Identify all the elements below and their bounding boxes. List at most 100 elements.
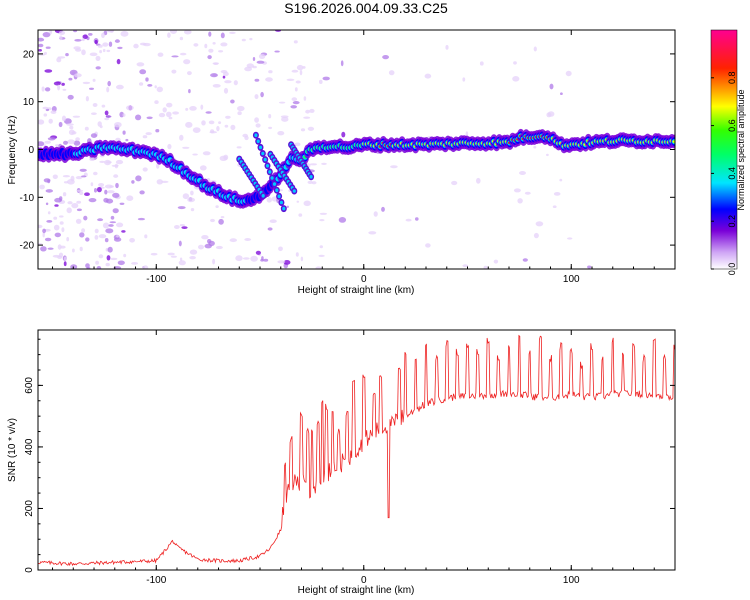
noise-blob	[72, 115, 81, 118]
noise-blob	[133, 43, 139, 49]
noise-blob	[47, 179, 51, 184]
noise-blob	[254, 94, 259, 100]
noise-blob	[220, 42, 228, 47]
noise-blob	[81, 228, 86, 233]
noise-blob	[182, 193, 190, 200]
noise-blob	[166, 102, 173, 108]
noise-blob	[139, 190, 145, 195]
noise-blob	[75, 176, 83, 180]
noise-blob	[79, 168, 87, 172]
noise-blob	[142, 167, 148, 172]
x-tick-label: 100	[563, 575, 580, 586]
noise-blob	[286, 205, 289, 208]
streak-core	[292, 189, 296, 193]
noise-blob	[53, 224, 60, 231]
streak-core	[268, 170, 272, 174]
noise-blob	[283, 260, 291, 265]
noise-blob	[94, 235, 99, 240]
noise-blob	[107, 80, 111, 87]
noise-blob	[59, 221, 64, 225]
noise-blob	[322, 76, 330, 81]
noise-blob	[122, 113, 126, 117]
noise-blob	[560, 92, 563, 95]
noise-blob	[96, 187, 102, 193]
noise-blob	[146, 116, 153, 120]
noise-blob	[192, 127, 201, 133]
noise-blob	[242, 133, 248, 138]
noise-blob	[224, 80, 232, 84]
noise-blob	[212, 84, 221, 88]
noise-blob	[300, 128, 306, 132]
noise-blob	[296, 200, 300, 203]
noise-blob	[189, 256, 196, 260]
noise-blob	[241, 38, 246, 42]
noise-blob	[513, 61, 517, 65]
noise-blob	[213, 62, 219, 65]
noise-blob	[303, 96, 307, 101]
noise-blob	[106, 86, 110, 93]
noise-blob	[199, 165, 207, 171]
noise-blob	[139, 42, 147, 46]
noise-blob	[42, 232, 45, 238]
streak-core	[275, 188, 279, 192]
noise-blob	[236, 146, 242, 149]
noise-blob	[79, 191, 84, 195]
noise-blob	[104, 238, 109, 243]
noise-blob	[55, 144, 60, 147]
noise-blob	[182, 146, 190, 149]
noise-blob	[42, 31, 51, 38]
noise-blob	[76, 200, 82, 204]
noise-blob	[260, 91, 264, 98]
noise-blob	[220, 216, 225, 219]
noise-blob	[237, 105, 245, 112]
noise-blob	[105, 161, 112, 164]
noise-blob	[45, 202, 49, 206]
noise-blob	[190, 190, 194, 196]
noise-blob	[167, 143, 172, 150]
noise-blob	[62, 192, 67, 197]
noise-blob	[178, 260, 186, 266]
noise-blob	[79, 246, 83, 252]
noise-blob	[233, 80, 238, 86]
noise-blob	[307, 126, 315, 131]
streak-core	[254, 133, 258, 137]
streak-core	[258, 145, 263, 150]
noise-blob	[546, 153, 549, 157]
noise-blob	[89, 52, 98, 57]
x-tick-label: 100	[563, 274, 580, 285]
noise-blob	[277, 260, 286, 264]
noise-blob	[53, 216, 58, 220]
noise-blob	[249, 37, 253, 41]
y-tick-label: 400	[24, 438, 35, 455]
noise-blob	[93, 171, 98, 176]
noise-blob	[106, 255, 111, 261]
noise-blob	[112, 208, 119, 214]
noise-blob	[319, 212, 328, 215]
noise-blob	[84, 126, 89, 131]
noise-blob	[187, 71, 192, 76]
noise-blob	[244, 66, 253, 72]
noise-blob	[38, 141, 45, 147]
noise-blob	[89, 157, 95, 161]
noise-blob	[88, 33, 93, 36]
noise-blob	[204, 243, 212, 249]
spectrogram-y-label: Frequency (Hz)	[7, 116, 18, 185]
noise-blob	[549, 83, 554, 90]
noise-blob	[75, 137, 80, 142]
noise-blob	[373, 211, 378, 217]
colorbar-tick-label: 0.8	[727, 72, 737, 85]
noise-blob	[451, 180, 458, 186]
noise-blob	[268, 126, 273, 130]
noise-blob	[45, 108, 50, 112]
noise-blob	[162, 107, 167, 113]
noise-blob	[167, 32, 171, 38]
noise-blob	[202, 151, 211, 156]
snr-y-label: SNR (10 * v/v)	[7, 418, 18, 482]
noise-blob	[115, 159, 124, 165]
noise-blob	[52, 174, 58, 180]
noise-blob	[547, 111, 555, 117]
noise-blob	[63, 261, 67, 267]
noise-blob	[179, 257, 183, 262]
noise-blob	[38, 37, 45, 42]
